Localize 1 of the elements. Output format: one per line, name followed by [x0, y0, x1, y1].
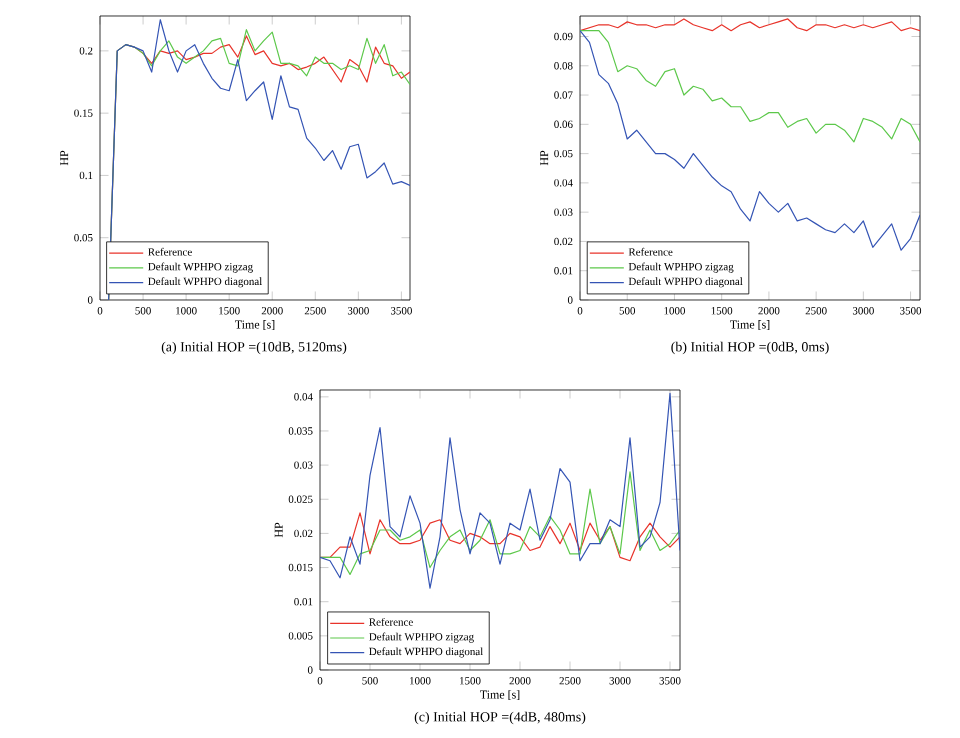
- line-series: [320, 392, 681, 589]
